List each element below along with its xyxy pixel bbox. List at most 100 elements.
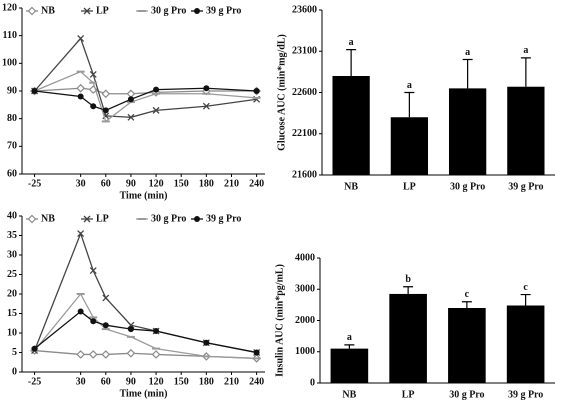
- marker: [31, 88, 38, 94]
- x-tick-label: 30: [76, 178, 86, 189]
- legend-marker: [194, 216, 200, 222]
- x-tick-label: 150: [174, 178, 189, 189]
- marker: [90, 103, 97, 110]
- series-line: [34, 310, 257, 354]
- legend-label: 30 g Pro: [151, 213, 186, 224]
- error-bar: [403, 286, 414, 294]
- x-tick-label: 60: [101, 178, 111, 189]
- x-tick-label: 39 g Pro: [508, 181, 543, 192]
- x-tick-label: 180: [199, 178, 214, 189]
- x-tick-label: 90: [126, 178, 136, 189]
- error-bar: [344, 344, 355, 349]
- marker: [31, 345, 38, 352]
- x-tick-label: 210: [224, 178, 239, 189]
- x-tick-label: LP: [403, 181, 416, 192]
- x-tick-label: 30 g Pro: [450, 181, 485, 192]
- y-tick-label: 40: [7, 210, 17, 221]
- marker: [76, 83, 86, 93]
- x-tick-label: -25: [28, 178, 41, 189]
- significance-letter: a: [407, 80, 412, 91]
- marker: [101, 350, 111, 359]
- bar: [330, 348, 369, 383]
- y-tick-label: 110: [3, 30, 17, 41]
- series-line: [34, 37, 257, 118]
- significance-letter: a: [349, 37, 354, 48]
- legend-label: LP: [96, 5, 109, 16]
- significance-letter: a: [523, 45, 528, 56]
- legend-label: 39 g Pro: [206, 5, 241, 16]
- legend-marker: [194, 8, 200, 14]
- significance-letter: c: [465, 289, 470, 300]
- error-bar: [520, 57, 531, 87]
- bar: [332, 76, 370, 175]
- marker: [153, 86, 160, 93]
- y-tick-label: 80: [7, 113, 17, 124]
- marker: [127, 326, 134, 333]
- y-tick-label: 100: [2, 58, 17, 69]
- y-tick-label: 30: [7, 249, 17, 260]
- y-tick-label: 25: [7, 269, 17, 280]
- marker: [126, 348, 136, 358]
- marker: [76, 350, 86, 359]
- y-tick-label: 3000: [295, 284, 315, 295]
- x-tick-label: 90: [126, 376, 136, 387]
- y-tick-label: 0: [310, 377, 315, 388]
- bar: [390, 117, 429, 175]
- x-tick-label: 39 g Pro: [508, 389, 543, 400]
- marker: [202, 102, 210, 110]
- marker: [101, 89, 111, 99]
- x-tick-label: 120: [149, 376, 164, 387]
- significance-letter: a: [347, 332, 352, 343]
- marker: [153, 328, 160, 335]
- legend-label: NB: [41, 213, 55, 224]
- marker: [127, 96, 134, 103]
- error-bar: [462, 58, 473, 89]
- marker: [253, 349, 260, 356]
- y-tick-label: 1000: [295, 346, 315, 357]
- y-tick-label: 4000: [295, 252, 315, 263]
- marker: [151, 350, 161, 359]
- legend-label: 30 g Pro: [151, 5, 186, 16]
- x-axis-label: Time (min): [120, 190, 168, 201]
- legend-marker: [27, 214, 37, 224]
- y-tick-label: 22600: [292, 87, 317, 98]
- marker: [127, 113, 135, 121]
- legend-marker: [83, 7, 91, 15]
- marker: [102, 294, 110, 302]
- significance-letter: b: [405, 274, 411, 285]
- x-tick-label: 150: [174, 376, 189, 387]
- x-tick-label: -25: [28, 376, 41, 387]
- y-tick-label: 2000: [295, 315, 315, 326]
- y-tick-label: 20: [7, 288, 17, 299]
- y-tick-label: 22100: [292, 128, 317, 139]
- y-tick-label: 15: [7, 308, 17, 319]
- y-axis-label: Insulin AUC (min*pg/mL): [274, 264, 285, 377]
- x-tick-label: 210: [224, 376, 239, 387]
- error-bar: [346, 49, 357, 76]
- x-tick-label: 60: [101, 376, 111, 387]
- legend-label: 39 g Pro: [206, 213, 241, 224]
- x-tick-label: NB: [342, 389, 356, 400]
- y-tick-label: 23600: [292, 4, 317, 15]
- bar: [507, 86, 545, 175]
- x-tick-label: LP: [402, 389, 415, 400]
- marker: [203, 339, 210, 346]
- y-tick-label: 90: [7, 85, 17, 96]
- marker: [77, 93, 84, 100]
- marker: [152, 106, 160, 114]
- y-tick-label: 60: [7, 168, 17, 179]
- legend-marker: [27, 6, 37, 16]
- y-tick-label: 70: [7, 141, 17, 152]
- legend-label: NB: [41, 5, 55, 16]
- marker: [77, 308, 84, 315]
- marker: [77, 34, 85, 42]
- series-line: [34, 70, 257, 123]
- bar: [506, 305, 545, 383]
- marker: [253, 88, 260, 94]
- y-tick-label: 5: [12, 347, 17, 358]
- y-axis-label: Glucose AUC (min*mg/dL): [276, 34, 287, 151]
- error-bar: [461, 301, 472, 308]
- bar: [389, 293, 427, 383]
- marker: [102, 107, 109, 114]
- marker: [88, 350, 98, 359]
